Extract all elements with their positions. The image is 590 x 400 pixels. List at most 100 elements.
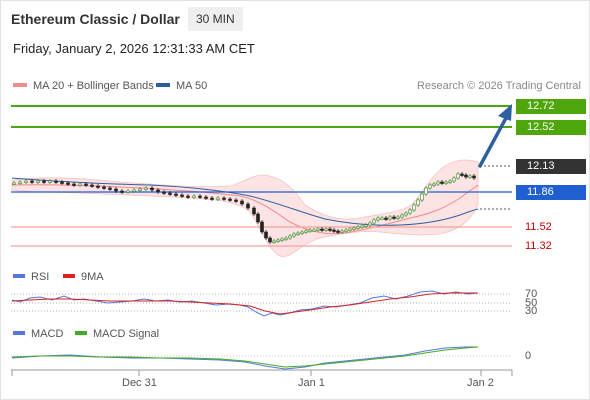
rsi-line [11,290,479,317]
candle-body [372,219,376,224]
legend-macd-signal[interactable]: MACD Signal [75,328,159,340]
support-1-label: 11.52 [525,221,552,233]
candle-body [280,238,284,241]
resistance-2-label: 12.72 [516,99,586,114]
candle-body [424,187,428,195]
candle-body [216,197,220,200]
candle-body [246,203,250,209]
candle-body [276,239,280,242]
ma50-line [11,177,479,226]
candle-body [42,180,46,183]
candle-body [316,228,320,231]
candle-body [400,214,404,218]
candle-body [108,187,112,190]
candle-body [468,175,472,178]
support-2-label: 11.32 [525,240,552,252]
candle-body [420,193,424,201]
candle-body [192,195,196,198]
pivot-label: 11.86 [516,185,586,200]
rsi-signal-swatch [63,274,75,279]
candle-body [284,237,288,240]
candle-body [222,197,226,200]
forecast-arrow-shaft [478,116,508,168]
candle-body [288,235,292,239]
candle-body [78,183,82,186]
candle-body [72,183,76,186]
legend-ma50[interactable]: MA 50 [156,80,207,92]
bollinger-band-fill [11,159,479,258]
date-label-dec31: Dec 31 [122,377,157,389]
instrument-title: Ethereum Classic / Dollar [11,11,180,27]
rsi-level-30-label: 30 [525,305,538,317]
candle-body [102,186,106,189]
candle-body [126,190,130,193]
candle-body [150,187,154,191]
rsi-level-70-label: 70 [525,288,538,300]
candle-body [304,230,308,233]
candle-body [260,221,264,233]
macd-line [11,346,478,370]
candle-body [356,226,360,229]
candle-body [138,188,142,191]
candle-body [54,180,58,183]
legend-rsi-signal-label: 9MA [81,271,104,283]
candle-body [268,237,272,243]
candle-body [396,216,400,219]
candle-body [156,189,160,193]
candle-body [364,224,368,227]
macd-swatch [13,331,25,336]
candle-body [90,184,94,187]
candle-body [210,197,214,200]
candle-body [308,229,312,232]
macd-signal-line [11,346,479,368]
candle-body [264,231,268,239]
ma50-swatch [156,83,170,88]
candle-body [444,181,448,184]
legend-macd[interactable]: MACD [13,328,63,340]
candle-body [204,196,208,199]
candle-body [448,180,452,183]
legend-macd-signal-label: MACD Signal [93,328,160,340]
legend-rsi-signal[interactable]: 9MA [63,271,104,283]
candle-body [352,227,356,230]
candle-body [332,229,336,232]
rsi-swatch [13,274,25,279]
candle-body [36,180,40,183]
interval-button[interactable]: 30 MIN [188,7,243,31]
candle-body [348,228,352,231]
candle-body [388,216,392,220]
candle-body [272,240,276,243]
candle-body [460,173,464,176]
candle-body [252,207,256,215]
candle-body [344,229,348,232]
candle-body [464,174,468,178]
legend-ma20-label: MA 20 + Bollinger Bands [33,80,154,92]
candlestick-series [12,172,476,244]
legend-ma20[interactable]: MA 20 + Bollinger Bands [13,80,154,92]
rsi-signal-line [11,292,478,315]
rsi-level-50-label: 50 [525,297,538,309]
candle-body [60,181,64,184]
candle-body [452,177,456,182]
candle-body [132,189,136,192]
date-label-jan1: Jan 1 [298,377,325,389]
date-label-jan2: Jan 2 [467,377,494,389]
candle-body [376,217,380,221]
candle-body [440,181,444,184]
candle-body [96,185,100,188]
candle-body [408,209,412,214]
candle-body [144,187,148,190]
current-price-label: 12.13 [516,159,586,174]
legend-rsi[interactable]: RSI [13,271,49,283]
forecast-arrow-head [498,104,512,121]
candle-body [312,229,316,232]
candle-body [436,181,440,185]
candle-body [198,195,202,198]
candle-body [380,217,384,220]
candle-body [162,191,166,194]
candle-body [368,222,372,226]
candle-body [360,225,364,228]
candle-body [296,232,300,235]
candle-body [180,194,184,197]
